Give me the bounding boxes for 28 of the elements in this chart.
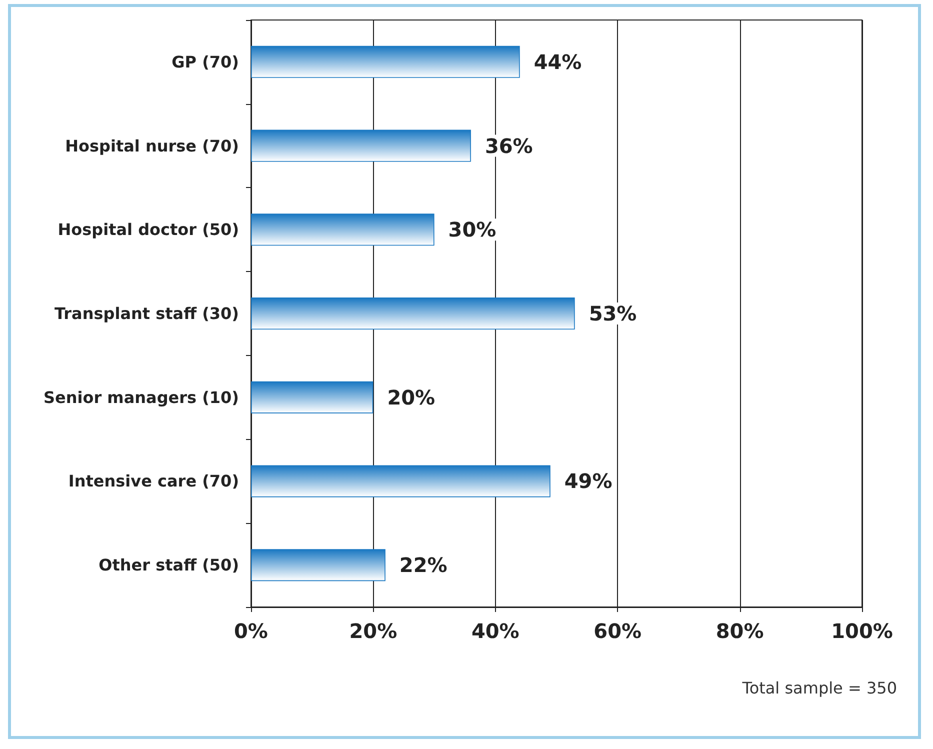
y-tick-label: Hospital nurse (70) (65, 136, 239, 156)
bar (251, 381, 374, 414)
y-tick-label: Intensive care (70) (68, 472, 239, 491)
data-label: 30% (448, 218, 496, 242)
data-label: 53% (588, 302, 637, 326)
bar (251, 549, 386, 582)
data-label: 22% (399, 553, 448, 578)
x-tick-label: 60% (594, 619, 642, 643)
data-label: 44% (534, 50, 582, 74)
data-label: 20% (387, 385, 436, 410)
bar (251, 46, 520, 78)
bar (251, 214, 434, 246)
bar (251, 130, 471, 162)
y-tick-label: Senior managers (10) (43, 388, 239, 407)
x-tick-label: 20% (349, 619, 398, 643)
text: Total sample = 350 (741, 678, 898, 698)
x-tick-label: 100% (831, 619, 893, 643)
bar (251, 465, 550, 498)
data-label: 49% (564, 469, 612, 494)
y-tick-label: Transplant staff (30) (54, 304, 239, 323)
y-tick-label: Hospital doctor (50) (58, 220, 239, 240)
data-label: 36% (484, 134, 533, 158)
y-tick-label: Other staff (50) (98, 556, 239, 575)
y-tick-label: GP (70) (172, 52, 239, 72)
bar (251, 298, 575, 330)
x-tick-label: 40% (471, 619, 520, 643)
x-tick-label: 80% (716, 619, 764, 643)
x-tick-label: 0% (234, 619, 268, 643)
